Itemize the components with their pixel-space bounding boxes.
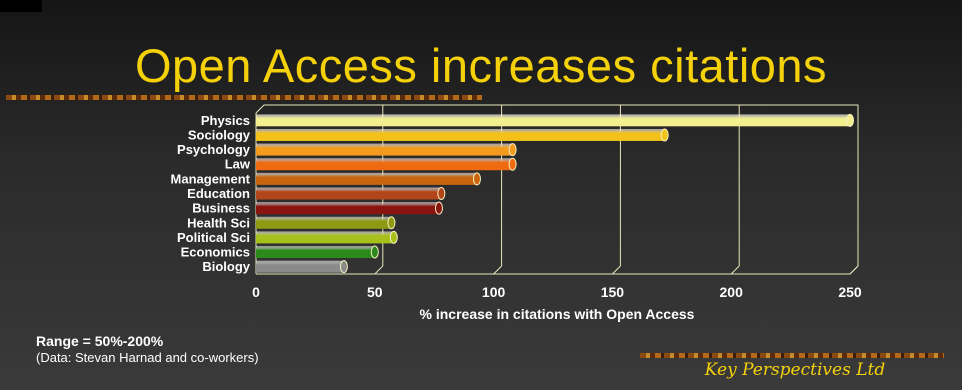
y-category-label: Economics [181,245,250,260]
x-gridline-foot [730,265,740,275]
bar [256,231,394,244]
x-tick-label: 50 [367,284,383,300]
x-tick-label: 150 [601,284,625,300]
bar [256,216,392,229]
bar-end-cap [660,128,669,142]
bar-end-cap [846,113,854,127]
x-tick-label: 100 [482,284,506,300]
y-category-label: Education [187,186,250,201]
bar-end-cap [339,260,348,274]
bar-end-cap [437,186,446,201]
y-category-label: Biology [202,259,250,274]
y-category-label: Psychology [177,142,251,157]
x-gridline-foot [612,265,621,275]
bar [256,158,513,171]
y-category-label: Health Sci [187,215,250,230]
slide-title: Open Access increases citations [134,39,828,92]
bar [256,246,375,259]
y-category-label: Sociology [188,127,251,142]
bar [256,260,344,273]
bar [256,143,513,156]
bar-end-cap [434,201,443,215]
bar-end-cap [370,245,379,259]
y-category-label: Law [225,157,251,172]
bar-end-cap [387,216,396,230]
bar [256,202,439,215]
bar-end-cap [472,172,481,186]
brand-logo-text: Key Perspectives Ltd [704,360,886,380]
decorative-bar-bottom [640,353,944,358]
y-category-label: Business [192,201,250,216]
x-gridline-foot [493,265,502,275]
bar-chart: 0 50 100 150 200 250 % increase in citations w… [171,104,862,322]
x-tick-label: 200 [720,284,744,300]
bar [256,128,665,141]
x-tick-label: 0 [252,284,260,300]
x-gridline-foot [374,265,384,275]
x-gridline-foot [849,265,859,275]
y-category-label: Physics [201,113,250,128]
bar [256,114,850,127]
decorative-bar-top [6,95,482,100]
bar [256,187,442,200]
bar-end-cap [508,143,517,157]
y-category-label: Management [171,171,251,186]
bar [256,172,477,185]
x-axis-title: % increase in citations with Open Access [420,306,695,322]
bar-end-cap [508,157,517,171]
range-note: Range = 50%-200% [36,333,164,349]
bar-end-cap [389,230,398,244]
x-tick-label: 250 [838,284,862,300]
corner-mark [0,0,42,12]
y-category-label: Political Sci [177,230,250,245]
source-note: (Data: Stevan Harnad and co-workers) [36,350,259,365]
